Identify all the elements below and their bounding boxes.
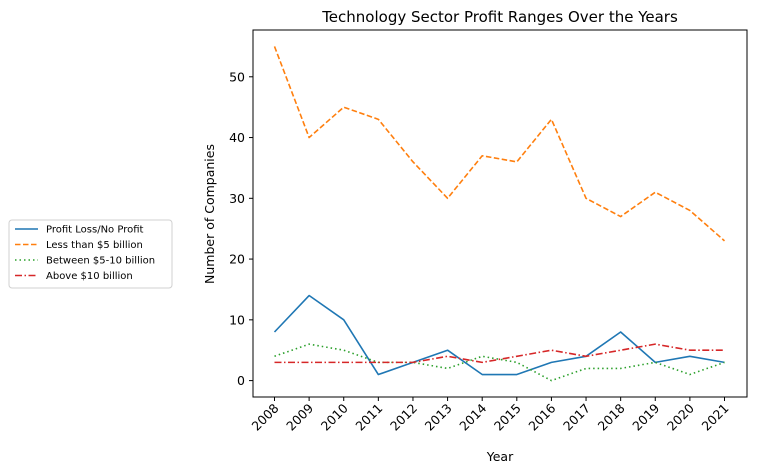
x-tick-label: 2008 <box>249 400 282 433</box>
x-tick-label: 2015 <box>491 401 524 434</box>
x-tick-label: 2011 <box>352 401 385 434</box>
y-tick-label: 20 <box>229 252 245 267</box>
x-tick-label: 2010 <box>318 400 351 433</box>
legend-label: Less than $5 billion <box>46 240 143 251</box>
legend-items: Profit Loss/No Profit Less than $5 billio… <box>15 225 155 282</box>
series-line-3 <box>274 343 725 382</box>
y-tick-label: 10 <box>229 312 245 327</box>
legend-label: Between $5-10 billion <box>46 256 155 267</box>
series-line-1 <box>273 294 725 376</box>
x-tick-label: 2014 <box>456 400 489 433</box>
x-tick-label: 2020 <box>664 400 697 433</box>
y-tick-label: 30 <box>229 191 245 206</box>
plot-frame <box>252 29 748 398</box>
x-tick-label: 2017 <box>560 401 593 434</box>
series-line-4 <box>274 343 725 364</box>
legend-frame <box>8 219 173 289</box>
legend: Profit Loss/No Profit Less than $5 billio… <box>8 219 173 289</box>
legend-label: Above $10 billion <box>46 271 133 282</box>
series-layer <box>273 46 726 382</box>
x-tick-label: 2018 <box>595 400 628 433</box>
chart-title: Technology Sector Profit Ranges Over the… <box>321 8 678 26</box>
x-tick-label: 2021 <box>699 401 732 434</box>
x-tick-label: 2013 <box>422 401 455 434</box>
plot-area <box>252 29 748 398</box>
y-axis-title: Number of Companies <box>202 144 217 284</box>
x-axis: 2008 2009 2010 2011 2012 2013 2014 2015 2016 2017… <box>249 397 732 434</box>
y-axis: 0 10 20 30 40 50 <box>229 69 253 388</box>
x-tick-label: 2012 <box>387 401 420 434</box>
y-tick-label: 40 <box>229 130 245 145</box>
y-tick-label: 50 <box>229 69 245 84</box>
x-tick-label: 2016 <box>525 400 558 433</box>
x-tick-label: 2019 <box>629 400 662 433</box>
y-tick-label: 0 <box>237 373 245 388</box>
x-axis-title: Year <box>486 449 514 464</box>
legend-label: Profit Loss/No Profit <box>46 225 144 236</box>
x-tick-label: 2009 <box>283 400 316 433</box>
series-line-2 <box>273 46 726 242</box>
